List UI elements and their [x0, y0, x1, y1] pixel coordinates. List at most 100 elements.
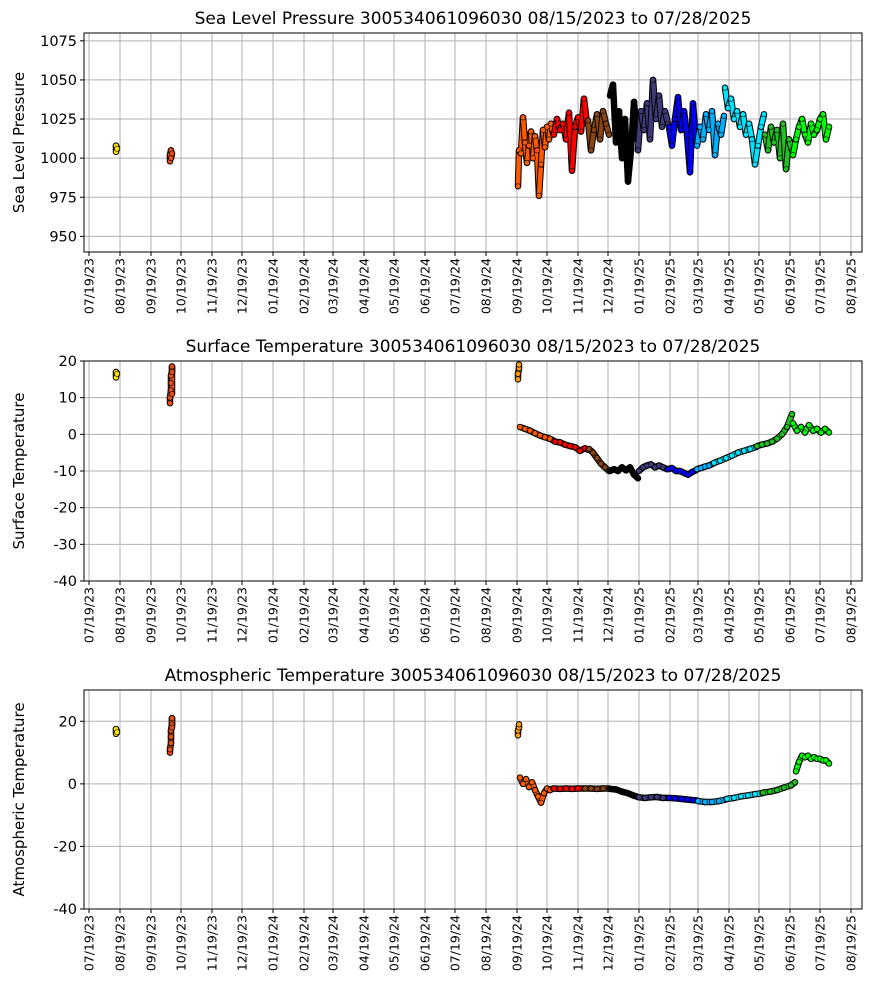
data-point [718, 131, 724, 138]
x-tick-label: 02/19/25 [663, 587, 678, 643]
data-point [114, 145, 120, 152]
series-13 [792, 752, 833, 775]
data-point [722, 84, 728, 91]
x-tick-label: 07/19/23 [82, 915, 97, 971]
data-point [648, 794, 654, 801]
x-tick-label: 11/19/24 [571, 587, 586, 643]
data-segment [588, 127, 597, 153]
data-point [822, 425, 828, 432]
data-point [168, 740, 174, 747]
data-point [520, 780, 526, 787]
x-tick-label: 03/19/24 [326, 915, 341, 971]
x-tick-label: 10/19/24 [540, 587, 555, 643]
data-point [600, 785, 606, 792]
x-tick-label: 03/19/25 [691, 915, 706, 971]
x-tick-label: 02/19/24 [297, 915, 312, 971]
data-point [627, 464, 633, 471]
data-point [575, 785, 581, 792]
series-9 [665, 794, 701, 804]
data-point [723, 455, 729, 462]
data-point [728, 95, 734, 102]
series-10 [721, 84, 768, 168]
y-tick-label: -20 [53, 501, 77, 517]
data-point [515, 370, 521, 377]
data-point [654, 794, 660, 800]
data-point [826, 429, 832, 436]
data-point [516, 361, 522, 368]
grid [84, 33, 862, 252]
data-point [749, 136, 755, 143]
data-point [594, 785, 600, 792]
data-point [515, 183, 521, 190]
series-2 [166, 714, 176, 756]
x-tick-label: 11/19/24 [571, 915, 586, 971]
data-point [717, 457, 723, 464]
data-point [169, 715, 175, 722]
data-point [520, 114, 526, 121]
data-point [635, 475, 641, 482]
grid [84, 360, 862, 582]
data-point [684, 131, 690, 138]
data-point [524, 159, 530, 166]
data-point [546, 136, 552, 143]
y-tick-label: 1000 [40, 151, 77, 167]
data-point [808, 120, 814, 127]
series-10 [693, 460, 717, 473]
data-point [613, 786, 619, 793]
data-point [517, 424, 523, 430]
grid [84, 690, 862, 910]
y-tick-label: 975 [49, 190, 77, 206]
data-point [724, 795, 730, 802]
data-point [167, 746, 173, 753]
data-point [752, 791, 758, 798]
data-point [515, 376, 521, 383]
data-point [711, 460, 717, 466]
data-point [669, 142, 675, 149]
series-1 [112, 368, 121, 381]
data-point [636, 468, 642, 474]
x-tick-label: 04/19/24 [357, 915, 372, 971]
data-segment [669, 116, 678, 148]
data-point [762, 131, 768, 138]
data-point [600, 108, 606, 115]
x-tick-label: 12/19/24 [601, 915, 616, 971]
data-point [662, 108, 668, 115]
x-tick-label: 10/19/24 [540, 258, 555, 314]
data-point [588, 785, 594, 792]
data-point [735, 449, 741, 456]
data-point [622, 116, 628, 122]
data-point [169, 724, 175, 731]
series-12 [753, 410, 796, 450]
x-tick-label: 12/19/23 [235, 258, 250, 314]
y-tick-label: -10 [53, 464, 77, 480]
data-point [758, 123, 764, 130]
x-tick-label: 07/19/24 [448, 587, 463, 643]
data-point [538, 799, 544, 806]
data-point [712, 152, 718, 158]
x-tick-label: 01/19/25 [632, 258, 647, 314]
data-point [528, 128, 534, 135]
x-tick-label: 06/19/25 [783, 915, 798, 971]
series-8 [665, 93, 700, 176]
data-point [789, 411, 795, 418]
panel-3: -40 -20 0 20 07/19/23 08/19/23 09/19/23 10/19/2… [10, 666, 863, 971]
data-point [590, 449, 596, 456]
data-point [826, 123, 832, 130]
x-tick-label: 05/19/24 [387, 258, 402, 314]
data-point [560, 120, 566, 127]
series-3 [514, 721, 523, 739]
data-point [784, 424, 790, 430]
data-point [656, 92, 662, 99]
x-tick-label: 12/19/24 [601, 587, 616, 643]
data-point [741, 447, 747, 454]
data-point [575, 114, 581, 121]
data-point [562, 441, 568, 448]
data-point [777, 155, 783, 162]
y-tick-label: 1050 [40, 73, 77, 89]
x-tick-label: 12/19/23 [235, 587, 250, 643]
data-point [678, 795, 684, 802]
data-segment [520, 115, 528, 145]
x-tick-label: 12/19/23 [235, 915, 250, 971]
x-tick-label: 05/19/25 [752, 258, 767, 314]
data-segment [536, 162, 544, 198]
